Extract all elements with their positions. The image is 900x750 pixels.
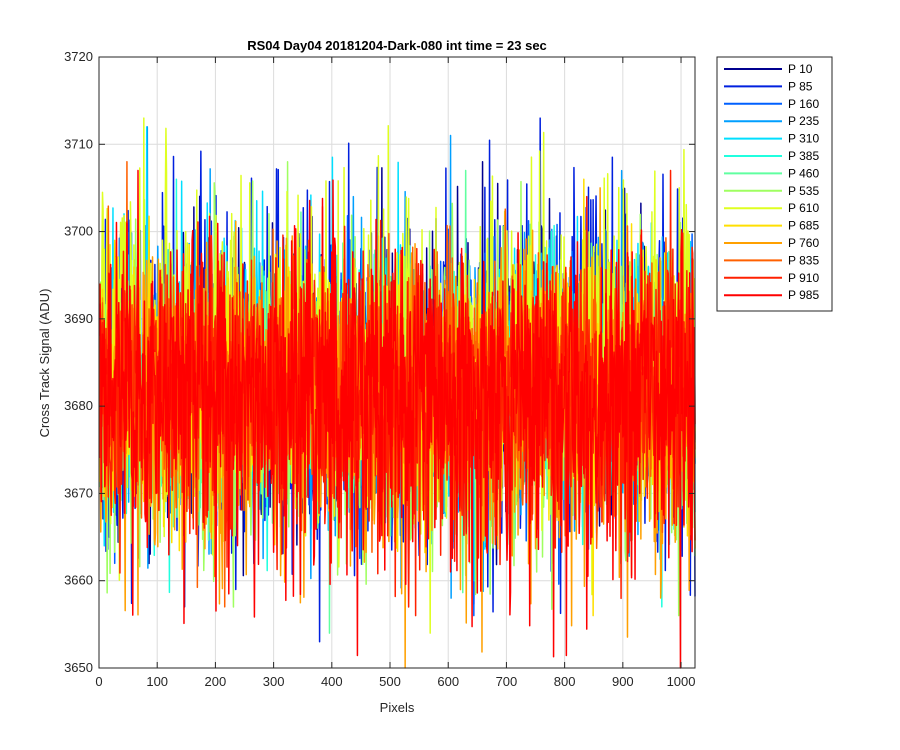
- axes-box: [98, 56, 696, 669]
- ticks: [98, 56, 695, 669]
- y-axis-label: Cross Track Signal (ADU): [37, 289, 52, 438]
- legend-label: P 460: [788, 166, 819, 180]
- x-tick-label: 800: [554, 674, 576, 689]
- legend-label: P 310: [788, 132, 819, 146]
- x-tick-label: 900: [612, 674, 634, 689]
- x-tick-label: 400: [321, 674, 343, 689]
- legend: P 10 P 85 P 160 P 235 P 310 P 385 P 460 P 535 P …: [716, 56, 833, 312]
- x-tick-label: 1000: [667, 674, 696, 689]
- x-tick-label: 600: [437, 674, 459, 689]
- y-tick-label: 3710: [64, 136, 93, 151]
- series-lines: [98, 117, 696, 669]
- legend-label: P 985: [788, 288, 819, 302]
- legend-label: P 535: [788, 184, 819, 198]
- legend-label: P 910: [788, 271, 819, 285]
- y-tick-label: 3650: [64, 660, 93, 675]
- legend-entries: P 10 P 85 P 160 P 235 P 310 P 385 P 460 P 535 P …: [724, 62, 819, 302]
- x-tick-label: 0: [95, 674, 102, 689]
- y-tick-label: 3680: [64, 398, 93, 413]
- y-tick-label: 3690: [64, 311, 93, 326]
- x-tick-label: 100: [146, 674, 168, 689]
- legend-label: P 835: [788, 253, 819, 267]
- x-tick-label: 700: [496, 674, 518, 689]
- legend-label: P 85: [788, 79, 813, 93]
- legend-label: P 10: [788, 62, 813, 76]
- legend-label: P 760: [788, 236, 819, 250]
- y-tick-labels: 3650 3660 3670 3680 3690 3700 3710 3720: [64, 49, 93, 675]
- series-line-p-985: [98, 169, 696, 669]
- y-tick-label: 3670: [64, 485, 93, 500]
- x-tick-label: 300: [263, 674, 285, 689]
- y-tick-label: 3720: [64, 49, 93, 64]
- chart-title: RS04 Day04 20181204-Dark-080 int time = …: [247, 38, 547, 53]
- legend-label: P 235: [788, 114, 819, 128]
- legend-label: P 610: [788, 201, 819, 215]
- series-line-p-910: [98, 169, 696, 617]
- x-tick-label: 500: [379, 674, 401, 689]
- legend-label: P 685: [788, 219, 819, 233]
- y-tick-label: 3700: [64, 224, 93, 239]
- legend-box: [716, 56, 833, 312]
- x-tick-labels: 0 100 200 300 400 500 600 700 800 900 1000: [95, 674, 695, 689]
- x-axis-label: Pixels: [380, 700, 415, 715]
- y-tick-label: 3660: [64, 573, 93, 588]
- legend-label: P 160: [788, 97, 819, 111]
- x-tick-label: 200: [205, 674, 227, 689]
- legend-label: P 385: [788, 149, 819, 163]
